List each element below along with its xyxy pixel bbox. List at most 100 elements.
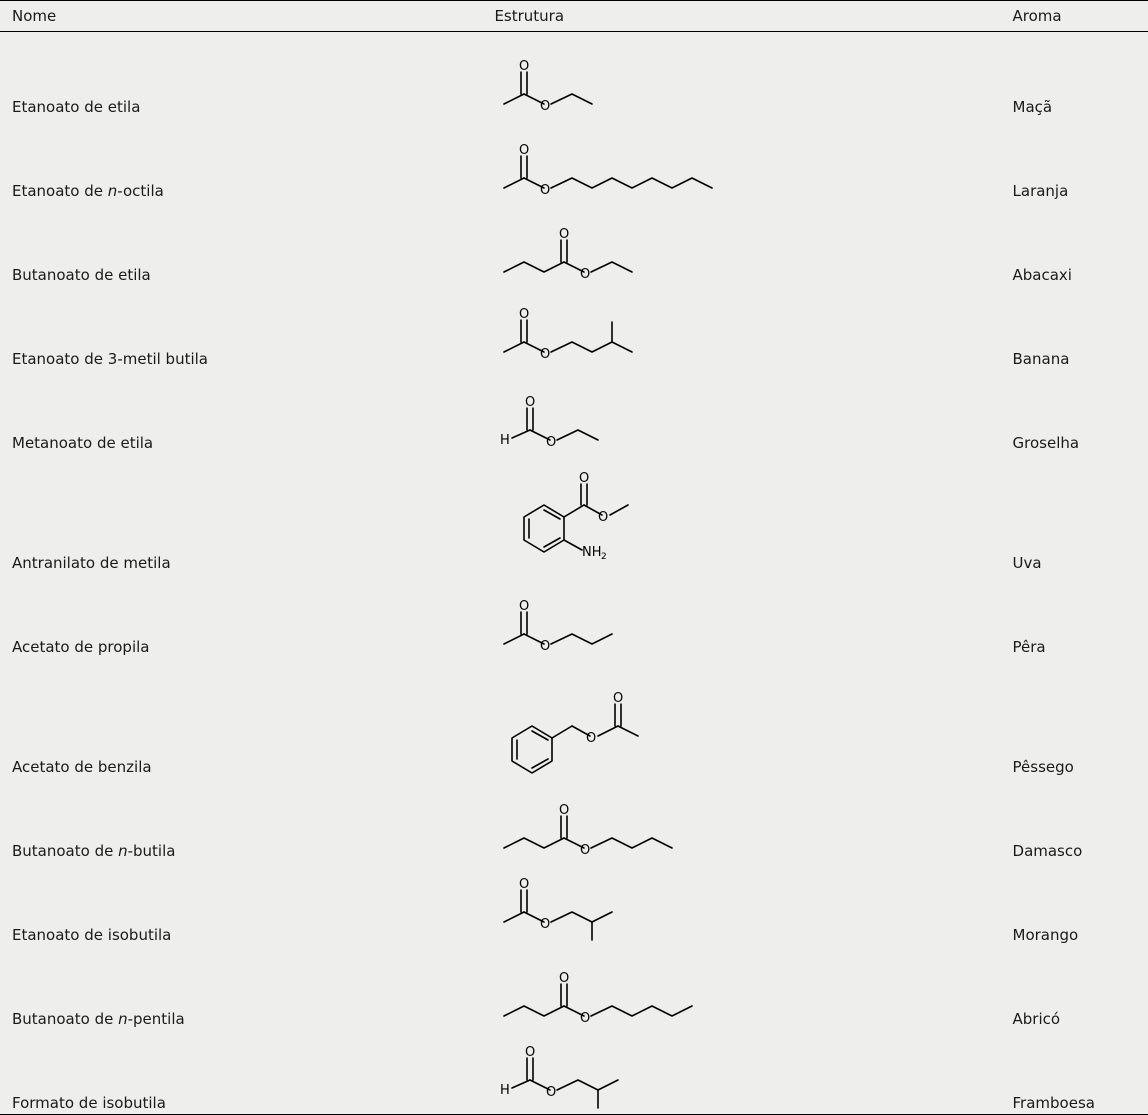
compound-name: Metanoato de etila <box>12 434 153 452</box>
svg-text:O: O <box>525 395 535 410</box>
svg-text:O: O <box>546 435 556 450</box>
table-row: Etanoato de isobutila O O Mo <box>0 860 1148 944</box>
compound-name: Etanoato de 3-metil butila <box>12 350 208 368</box>
cell-nome: Antranilato de metila <box>0 452 482 572</box>
table-row: Acetato de benzila O O <box>0 656 1148 776</box>
compound-name: Etanoato de isobutila <box>12 926 171 944</box>
col-header-aroma: Aroma <box>1001 1 1148 32</box>
cell-aroma: Pêra <box>1001 572 1148 656</box>
cell-structure: O O <box>482 776 1000 860</box>
cell-aroma: Abricó <box>1001 944 1148 1028</box>
cell-nome: Acetato de propila <box>0 572 482 656</box>
compound-name: Butanoato de etila <box>12 266 151 284</box>
compound-name: Butanoato de n-butila <box>12 842 175 860</box>
svg-text:O: O <box>559 803 569 818</box>
aroma-text: Abricó <box>1013 1010 1061 1028</box>
svg-text:O: O <box>579 471 589 486</box>
aroma-text: Abacaxi <box>1013 266 1072 284</box>
aroma-text: Damasco <box>1013 842 1083 860</box>
cell-structure: O O <box>482 32 1000 117</box>
svg-text:O: O <box>580 1011 590 1026</box>
structure-benzyl-acetate: O O <box>494 676 674 776</box>
svg-text:H: H <box>500 433 510 448</box>
svg-text:O: O <box>613 691 623 706</box>
cell-structure: H O O <box>482 1028 1000 1115</box>
table-row: Butanoato de n-butila O O Damasco <box>0 776 1148 860</box>
svg-text:NH: NH <box>582 545 602 560</box>
col-header-nome: Nome <box>0 1 482 32</box>
structure-ethyl-formate: H O O <box>494 392 634 452</box>
svg-text:O: O <box>540 99 550 114</box>
svg-text:O: O <box>519 59 529 74</box>
cell-structure: O O <box>482 200 1000 284</box>
cell-nome: Acetato de benzila <box>0 656 482 776</box>
cell-aroma: Uva <box>1001 452 1148 572</box>
structure-ethyl-acetate: O O <box>494 56 634 116</box>
svg-text:O: O <box>580 843 590 858</box>
structure-isobutyl-formate: H O O <box>494 1042 654 1112</box>
compound-name: Formato de isobutila <box>12 1094 166 1112</box>
cell-aroma: Framboesa <box>1001 1028 1148 1115</box>
svg-text:O: O <box>540 917 550 932</box>
svg-text:O: O <box>540 347 550 362</box>
svg-text:O: O <box>525 1045 535 1060</box>
cell-structure: O O <box>482 572 1000 656</box>
svg-text:H: H <box>500 1083 510 1098</box>
cell-aroma: Abacaxi <box>1001 200 1148 284</box>
cell-aroma: Damasco <box>1001 776 1148 860</box>
cell-structure: O O NH2 <box>482 452 1000 572</box>
table-row: Etanoato de 3-metil butila O O Bana <box>0 284 1148 368</box>
table-row: Metanoato de etila H O O Groselha <box>0 368 1148 452</box>
cell-aroma: Laranja <box>1001 116 1148 200</box>
cell-nome: Metanoato de etila <box>0 368 482 452</box>
svg-text:O: O <box>586 731 596 746</box>
compound-name: Antranilato de metila <box>12 554 171 572</box>
cell-structure: O O <box>482 284 1000 368</box>
aroma-text: Pêssego <box>1013 758 1074 776</box>
svg-text:O: O <box>580 267 590 282</box>
cell-nome: Formato de isobutila <box>0 1028 482 1115</box>
aroma-text: Banana <box>1013 350 1070 368</box>
cell-structure: H O O <box>482 368 1000 452</box>
compound-name: Acetato de benzila <box>12 758 152 776</box>
cell-aroma: Pêssego <box>1001 656 1148 776</box>
compound-name: Etanoato de etila <box>12 98 140 116</box>
aroma-text: Maçã <box>1013 98 1053 116</box>
svg-text:O: O <box>519 307 529 322</box>
table-body: Nome Estrutura Aroma Etanoato de etila O… <box>0 1 1148 1115</box>
structure-methyl-anthranilate: O O NH2 <box>494 462 654 572</box>
structure-propyl-acetate: O O <box>494 596 654 656</box>
col-header-estr: Estrutura <box>482 1 1000 32</box>
structure-ethyl-butanoate: O O <box>494 224 674 284</box>
structure-n-butyl-butanoate: O O <box>494 800 714 860</box>
compound-name: Butanoato de n-pentila <box>12 1010 185 1028</box>
aroma-text: Framboesa <box>1013 1094 1095 1112</box>
table-row: Formato de isobutila H O O Framboesa <box>0 1028 1148 1115</box>
esters-table: Nome Estrutura Aroma Etanoato de etila O… <box>0 0 1148 1115</box>
compound-name: Acetato de propila <box>12 638 149 656</box>
structure-isoamyl-acetate: O O <box>494 304 674 368</box>
cell-aroma: Maçã <box>1001 32 1148 117</box>
svg-text:2: 2 <box>601 552 607 562</box>
cell-structure: O O <box>482 860 1000 944</box>
compound-name: Etanoato de n-octila <box>12 182 164 200</box>
cell-nome: Etanoato de 3-metil butila <box>0 284 482 368</box>
cell-structure: O O <box>482 944 1000 1028</box>
cell-nome: Butanoato de n-pentila <box>0 944 482 1028</box>
svg-text:O: O <box>598 510 608 525</box>
cell-nome: Butanoato de n-butila <box>0 776 482 860</box>
aroma-text: Pêra <box>1013 638 1046 656</box>
cell-nome: Etanoato de n-octila <box>0 116 482 200</box>
svg-text:O: O <box>540 639 550 654</box>
aroma-text: Uva <box>1013 554 1042 572</box>
svg-text:O: O <box>559 227 569 242</box>
table-row: Acetato de propila O O Pêra <box>0 572 1148 656</box>
table-row: Butanoato de etila O O Abacaxi <box>0 200 1148 284</box>
aroma-text: Morango <box>1013 926 1079 944</box>
cell-aroma: Morango <box>1001 860 1148 944</box>
svg-text:O: O <box>540 183 550 198</box>
svg-text:O: O <box>519 143 529 158</box>
cell-aroma: Groselha <box>1001 368 1148 452</box>
table-row: Butanoato de n-pentila O O Abricó <box>0 944 1148 1028</box>
table-row: Etanoato de n-octila O O Laranja <box>0 116 1148 200</box>
